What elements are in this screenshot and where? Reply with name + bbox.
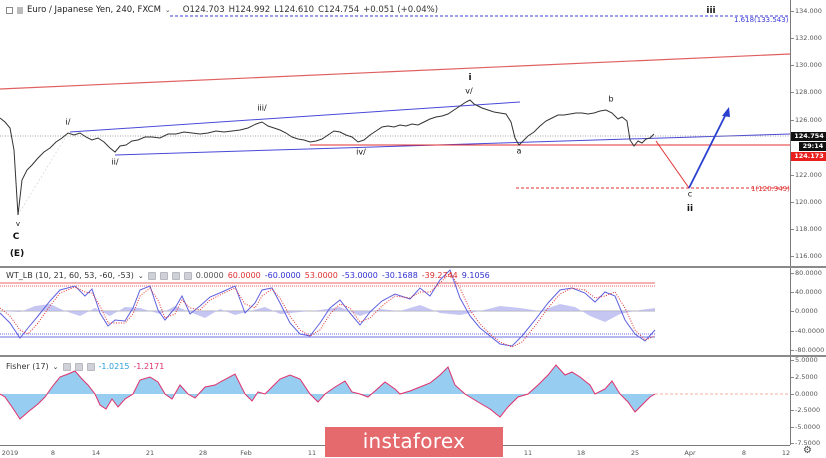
time-label: 18 xyxy=(576,449,586,457)
time-label: 14 xyxy=(91,449,101,457)
pane-separator[interactable] xyxy=(0,355,826,357)
wave-label-a: a xyxy=(516,146,522,156)
price-tick: 130.000 xyxy=(795,61,822,69)
price-chart xyxy=(0,15,791,216)
wt-tick: -80.0000 xyxy=(795,346,825,354)
wt-tick: 80.0000 xyxy=(795,269,822,277)
wt-value: -60.0000 xyxy=(264,271,301,280)
time-label: 8 xyxy=(741,449,747,457)
time-label: 11 xyxy=(307,449,317,457)
settings-icon[interactable] xyxy=(159,271,168,280)
fisher-legend: Fisher (17) ⌄ -1.0215 -1.2171 xyxy=(6,362,164,371)
wt-value: -30.1688 xyxy=(381,271,418,280)
price-tick: 122.000 xyxy=(795,171,822,179)
price-tick: 126.000 xyxy=(795,116,822,124)
wave-label-v-slash: v/ xyxy=(465,86,473,96)
fisher-value: -1.2171 xyxy=(133,362,165,371)
wave-label-i-slash: i/ xyxy=(65,117,71,127)
fisher-tick: -7.5000 xyxy=(795,439,821,447)
wave-label-ii-slash: ii/ xyxy=(111,157,119,167)
pane-separator[interactable] xyxy=(0,266,826,268)
fisher-tick: 0.0000 xyxy=(795,390,818,398)
wave-label-v: v xyxy=(15,220,21,228)
fisher-tick: 5.0000 xyxy=(795,356,818,364)
wt-lb-axis[interactable]: 80.0000 40.0000 0.0000 -40.0000 -80.0000 xyxy=(790,268,826,355)
wt-value: 9.1056 xyxy=(461,271,490,280)
fisher-value: -1.0215 xyxy=(98,362,130,371)
settings-icon[interactable] xyxy=(74,362,83,371)
instaforex-logo: instaforex xyxy=(325,427,503,457)
wave-label-iii-slash: iii/ xyxy=(257,103,267,113)
ohlc-open: O124.703 xyxy=(182,5,225,15)
price-tick: 134.000 xyxy=(795,7,822,15)
fisher-title[interactable]: Fisher (17) xyxy=(6,362,49,371)
settings-gear-icon[interactable]: ⚙ xyxy=(803,445,812,456)
time-label: 11 xyxy=(523,449,533,457)
fib-level-upper: 1.618(133.543) xyxy=(734,16,789,24)
red-level-tag: 124.173 xyxy=(791,152,826,161)
price-pane[interactable]: Euro / Japanese Yen, 240, FXCM ⌄ O124.70… xyxy=(0,0,791,266)
wt-value: -53.0000 xyxy=(341,271,378,280)
chart-type-icon xyxy=(17,6,23,14)
wt-lb-title[interactable]: WT_LB (10, 21, 60, 53, -60, -53) xyxy=(6,271,134,280)
wt-value: 60.0000 xyxy=(227,271,261,280)
ohlc-high: H124.992 xyxy=(228,5,271,15)
wt-value: 53.0000 xyxy=(304,271,338,280)
wt-tick: 0.0000 xyxy=(795,307,818,315)
time-label: 25 xyxy=(630,449,640,457)
fisher-tick: -2.5000 xyxy=(795,406,821,414)
close-icon[interactable] xyxy=(86,362,95,371)
wt-tick: -40.0000 xyxy=(795,327,825,335)
wave-label-E: (E) xyxy=(9,249,25,259)
price-tick: 120.000 xyxy=(795,198,822,206)
fisher-tick: -5.0000 xyxy=(795,423,821,431)
eye-icon[interactable] xyxy=(147,271,156,280)
price-tick: 116.000 xyxy=(795,252,822,260)
fisher-pane[interactable]: Fisher (17) ⌄ -1.0215 -1.2171 xyxy=(0,357,790,445)
countdown-tag: 29:14 xyxy=(799,142,826,151)
price-axis[interactable]: 134.000 132.000 130.000 128.000 126.000 … xyxy=(790,0,826,266)
fisher-axis[interactable]: 5.0000 2.5000 0.0000 -2.5000 -5.0000 -7.… xyxy=(790,356,826,447)
time-label: 21 xyxy=(145,449,155,457)
price-tick: 132.000 xyxy=(795,34,822,42)
wt-lb-pane[interactable]: WT_LB (10, 21, 60, 53, -60, -53) ⌄ 0.000… xyxy=(0,268,790,355)
chevron-down-icon[interactable]: ⌄ xyxy=(137,271,144,280)
wt-lb-chart xyxy=(0,269,656,348)
eye-icon[interactable] xyxy=(62,362,71,371)
ohlc-low: L124.610 xyxy=(274,5,315,15)
price-tick: 118.000 xyxy=(795,225,822,233)
wt-value: 0.0000 xyxy=(195,271,224,280)
symbol-legend: Euro / Japanese Yen, 240, FXCM ⌄ O124.70… xyxy=(6,5,438,15)
ohlc-change: +0.051 (+0.04%) xyxy=(363,5,439,15)
time-label: 2019 xyxy=(1,449,19,457)
fisher-chart xyxy=(0,364,790,420)
fib-level-lower: 1(120.949) xyxy=(751,185,790,193)
time-label: Apr xyxy=(684,449,696,457)
wave-label-c: c xyxy=(687,189,693,199)
time-label: Feb xyxy=(240,449,252,457)
source-icon[interactable] xyxy=(171,271,180,280)
time-label: 28 xyxy=(198,449,208,457)
wave-label-i: i xyxy=(468,73,472,83)
collapse-icon[interactable] xyxy=(6,6,13,14)
wave-label-iv-slash: iv/ xyxy=(356,147,366,157)
ohlc-close: C124.754 xyxy=(318,5,360,15)
price-tick: 128.000 xyxy=(795,88,822,96)
wave-label-ii: ii xyxy=(686,204,694,214)
close-icon[interactable] xyxy=(183,271,192,280)
current-price-tag: 124.754 xyxy=(791,132,826,141)
chevron-down-icon[interactable]: ⌄ xyxy=(52,362,59,371)
time-label: 8 xyxy=(50,449,56,457)
wave-label-C: C xyxy=(12,232,20,242)
wave-label-b: b xyxy=(608,94,614,104)
chevron-down-icon[interactable]: ⌄ xyxy=(164,6,171,14)
wt-value: -39.2744 xyxy=(421,271,458,280)
wave-label-iii: iii xyxy=(706,6,716,16)
symbol-title[interactable]: Euro / Japanese Yen, 240, FXCM xyxy=(27,5,161,15)
wt-lb-legend: WT_LB (10, 21, 60, 53, -60, -53) ⌄ 0.000… xyxy=(6,271,490,280)
wt-tick: 40.0000 xyxy=(795,288,822,296)
fisher-tick: 2.5000 xyxy=(795,373,818,381)
time-label: 12 xyxy=(781,449,791,457)
